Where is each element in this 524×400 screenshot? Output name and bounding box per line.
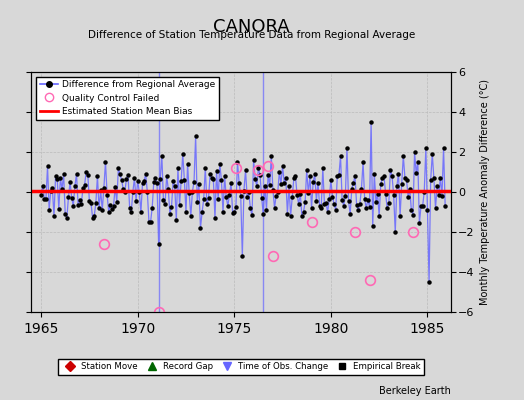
- Legend: Station Move, Record Gap, Time of Obs. Change, Empirical Break: Station Move, Record Gap, Time of Obs. C…: [58, 359, 424, 375]
- Text: Berkeley Earth: Berkeley Earth: [379, 386, 451, 396]
- Text: CANORA: CANORA: [213, 18, 290, 36]
- Text: Difference of Station Temperature Data from Regional Average: Difference of Station Temperature Data f…: [88, 30, 415, 40]
- Y-axis label: Monthly Temperature Anomaly Difference (°C): Monthly Temperature Anomaly Difference (…: [481, 79, 490, 305]
